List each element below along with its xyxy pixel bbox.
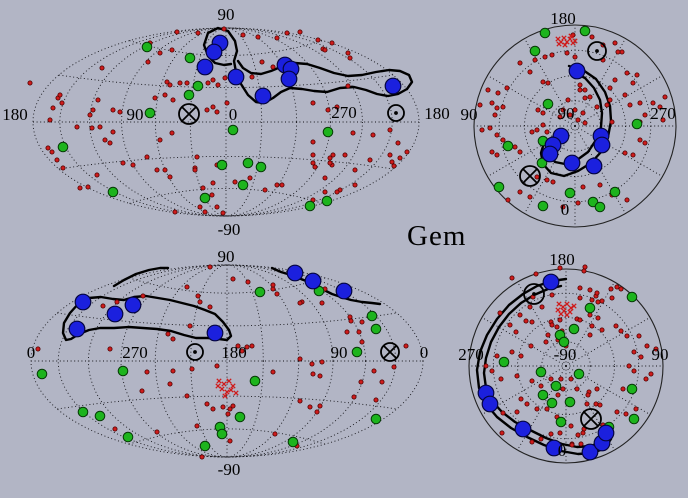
coordinate-label: 270: [122, 343, 148, 362]
gem-label: Gem: [407, 220, 467, 252]
coordinate-labels: 180 270 90 0 -90: [458, 250, 668, 460]
circled-x-icon: [580, 408, 602, 430]
coordinate-label: 0: [27, 343, 36, 362]
circled-dot-icon: [587, 41, 607, 61]
coordinate-label: 0: [558, 441, 567, 460]
green-points: [498, 291, 640, 433]
coordinate-label: -90: [218, 460, 241, 479]
circled-dot-icon: [186, 343, 204, 361]
coordinate-label: 270: [331, 103, 357, 122]
red-cross-cluster: [555, 301, 577, 318]
red-points: [477, 32, 668, 210]
circled-dot-icon: [387, 104, 405, 122]
coordinate-label: 90: [127, 105, 144, 124]
panel-top-right: 180 90 270 0 90: [461, 9, 677, 228]
coordinate-label: -90: [554, 345, 577, 364]
coordinate-label: 180: [550, 9, 576, 28]
circled-x-icon: [178, 103, 200, 125]
coordinate-label: 180: [2, 105, 28, 124]
coordinate-label: 90: [652, 345, 669, 364]
coordinate-label: 270: [650, 104, 676, 123]
panel-top-left: 90 -90 180 90 0 270 180: [2, 5, 450, 239]
coordinate-label: 0: [420, 343, 429, 362]
coordinate-label: 90: [461, 105, 478, 124]
blue-points: [541, 62, 611, 175]
coordinate-label: 90: [331, 343, 348, 362]
coordinate-label: 180: [549, 250, 575, 269]
contour-curve: [61, 294, 233, 342]
coordinate-labels: 90 -90 0 270 180 90 0: [27, 247, 429, 479]
contour-curve: [112, 266, 170, 288]
panel-bottom-right: 180 270 90 0 -90: [458, 250, 669, 464]
coordinate-label: 0: [561, 200, 570, 219]
circled-dot-icon: [523, 283, 545, 305]
red-points: [27, 26, 410, 216]
coordinate-label: 270: [458, 345, 484, 364]
coordinate-labels: 180 90 270 0 90: [461, 9, 676, 219]
red-cross-cluster: [215, 378, 239, 399]
red-cross-cluster: [555, 33, 578, 48]
coordinate-labels: 90 -90 180 90 0 270 180: [2, 5, 450, 239]
graticule: [473, 24, 677, 228]
blue-points: [68, 264, 353, 342]
coordinate-label: 180: [221, 343, 247, 362]
circled-x-icon: [380, 342, 400, 362]
panel-bottom-left: 90 -90 0 270 180 90 0: [27, 247, 429, 479]
coordinate-label: 180: [424, 104, 450, 123]
red-points: [35, 264, 409, 460]
blue-points: [477, 273, 615, 461]
coordinate-label: 0: [229, 105, 238, 124]
coordinate-label: 90: [558, 104, 575, 123]
circled-x-icon: [519, 165, 541, 187]
green-points: [493, 25, 643, 213]
green-points: [36, 285, 382, 452]
green-points: [57, 41, 334, 212]
blue-points: [196, 34, 402, 105]
coordinate-label: -90: [218, 220, 241, 239]
graticule: [468, 268, 664, 464]
coordinate-label: 90: [218, 247, 235, 266]
coordinate-label: 90: [218, 5, 235, 24]
